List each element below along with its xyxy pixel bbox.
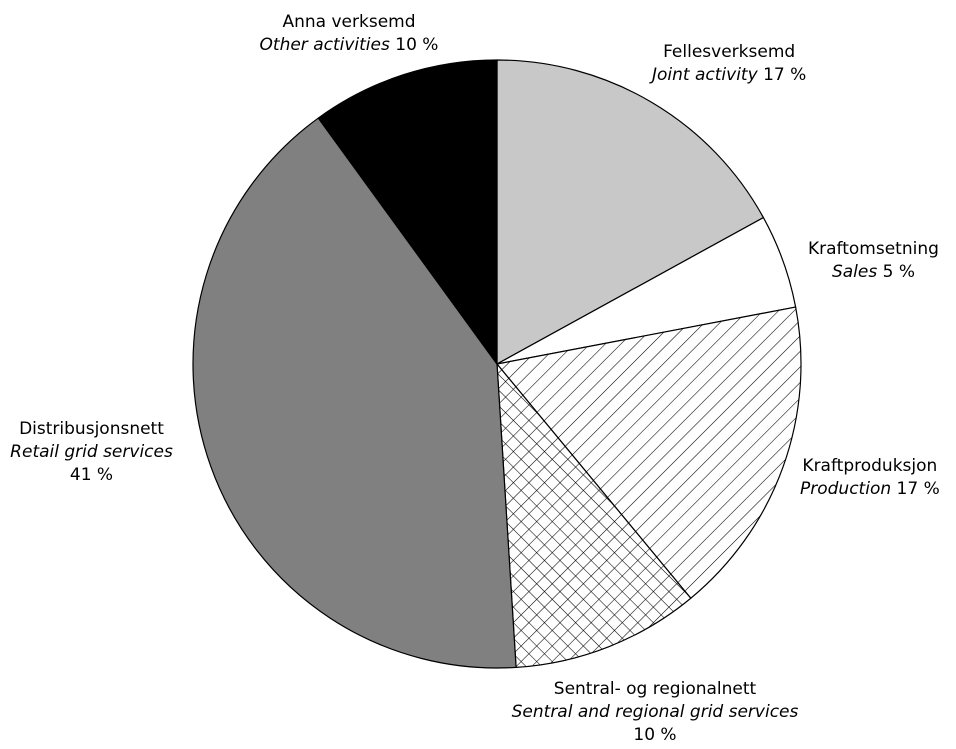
slice-label-no: Anna verksemd: [282, 12, 416, 32]
slice-value: 41 %: [69, 465, 114, 485]
slice-label-no: Kraftproduksjon: [802, 456, 938, 476]
slice-label-no: Distribusjonsnett: [19, 419, 164, 439]
slice-value: 10 %: [633, 725, 677, 745]
slice-label-en: Sentral and regional grid services: [511, 702, 799, 722]
slice-value: 17 %: [896, 479, 940, 499]
slice-label-no: Fellesverksemd: [663, 42, 796, 62]
pie-slice-distribusjonsnett: [192, 117, 517, 669]
pie-slice-anna-verksemd: [317, 59, 498, 365]
slice-label-kraftomsetning: Kraftomsetning Sales 5 %: [808, 238, 939, 284]
slice-label-en: Sales: [831, 262, 878, 282]
slice-label-no: Kraftomsetning: [808, 239, 939, 259]
slice-label-en: Joint activity: [652, 65, 758, 85]
slice-value: 17 %: [763, 65, 807, 85]
slice-label-no: Sentral- og regionalnett: [553, 679, 757, 699]
slice-label-en: Retail grid services: [10, 442, 173, 462]
slice-label-kraftproduksjon: Kraftproduksjon Production 17 %: [800, 455, 940, 501]
slice-value: 10 %: [395, 35, 439, 55]
slice-label-distribusjonsnett: Distribusjonsnett Retail grid services 4…: [4, 418, 179, 487]
slice-label-en: Other activities: [259, 35, 390, 55]
slice-value: 5 %: [882, 262, 915, 282]
slice-label-en: Production: [800, 479, 892, 499]
pie-slice-fellesverksemd: [496, 59, 764, 365]
pie-slice-sentral-og-regionalnett: [496, 363, 692, 668]
slice-label-fellesverksemd: Fellesverksemd Joint activity 17 %: [652, 41, 806, 87]
pie-slice-kraftproduksjon: [496, 306, 802, 599]
slice-label-anna-verksemd: Anna verksemd Other activities 10 %: [254, 11, 444, 57]
slice-label-sentral-regionalnett: Sentral- og regionalnett Sentral and reg…: [505, 678, 805, 747]
